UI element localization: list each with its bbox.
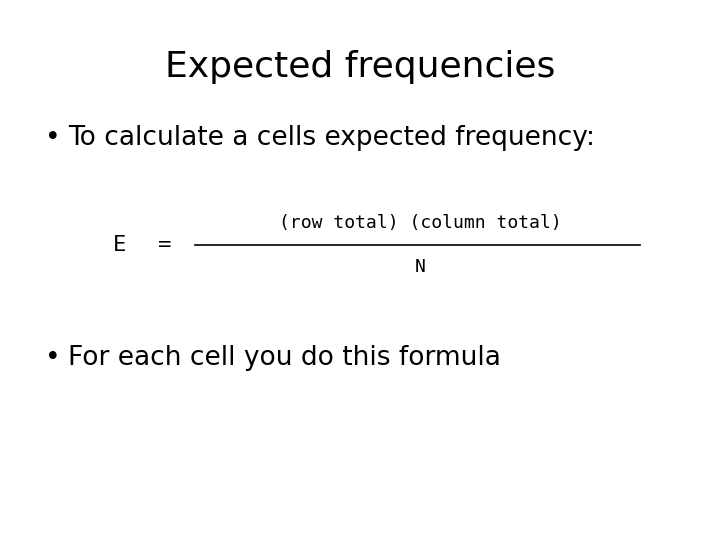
Text: N: N: [415, 258, 426, 276]
Text: •: •: [45, 125, 60, 151]
Text: For each cell you do this formula: For each cell you do this formula: [68, 345, 501, 371]
Text: (row total) (column total): (row total) (column total): [279, 214, 562, 232]
Text: •: •: [45, 345, 60, 371]
Text: =: =: [158, 235, 171, 255]
Text: E: E: [113, 235, 127, 255]
Text: Expected frequencies: Expected frequencies: [165, 50, 555, 84]
Text: To calculate a cells expected frequency:: To calculate a cells expected frequency:: [68, 125, 595, 151]
